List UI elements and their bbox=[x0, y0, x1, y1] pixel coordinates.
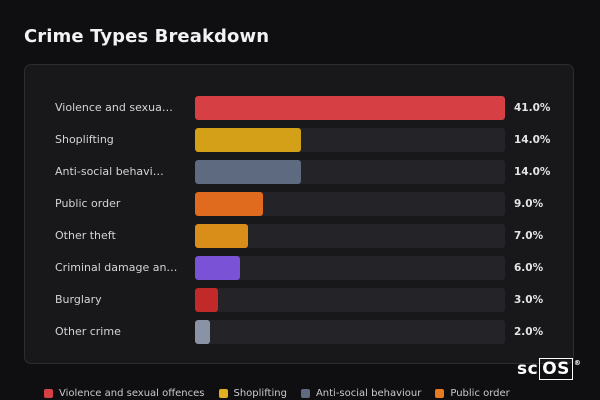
bar bbox=[195, 224, 248, 248]
bar-track bbox=[195, 256, 505, 280]
legend-label: Public order bbox=[450, 387, 510, 399]
category-label: Shoplifting bbox=[55, 133, 114, 146]
value-label: 14.0% bbox=[514, 166, 551, 178]
registered-mark: ® bbox=[573, 359, 582, 367]
value-label: 2.0% bbox=[514, 326, 544, 338]
value-label: 41.0% bbox=[514, 102, 551, 114]
category-label: Public order bbox=[55, 197, 121, 210]
legend-item: Anti-social behaviour bbox=[300, 386, 422, 400]
bar-row: Violence and sexua… 41.0% bbox=[25, 96, 573, 120]
chart-panel: Violence and sexua… 41.0% Shoplifting 14.0%… bbox=[24, 64, 574, 364]
value-label: 14.0% bbox=[514, 134, 551, 146]
category-label: Other theft bbox=[55, 229, 116, 242]
chart-title: Crime Types Breakdown bbox=[24, 26, 270, 47]
legend-label: Anti-social behaviour bbox=[315, 387, 422, 399]
bar-row: Anti-social behavi… 14.0% bbox=[25, 160, 573, 184]
logo-text-plain: sc bbox=[517, 359, 539, 379]
bar-row: Other crime 2.0% bbox=[25, 320, 573, 344]
value-label: 9.0% bbox=[514, 198, 544, 210]
legend-swatch bbox=[435, 388, 445, 398]
bar bbox=[195, 320, 211, 344]
category-label: Burglary bbox=[55, 293, 102, 306]
bar-track bbox=[195, 160, 505, 184]
legend-label: Violence and sexual offences bbox=[59, 387, 205, 399]
legend-item: Public order bbox=[435, 386, 510, 400]
bar-row: Shoplifting 14.0% bbox=[25, 128, 573, 152]
bar bbox=[195, 160, 301, 184]
value-label: 3.0% bbox=[514, 294, 544, 306]
brand-logo: sc OS ® bbox=[517, 358, 582, 380]
logo-text-boxed: OS bbox=[539, 358, 573, 380]
bar-track bbox=[195, 288, 505, 312]
legend-swatch bbox=[300, 388, 310, 398]
category-label: Other crime bbox=[55, 325, 121, 338]
bar-row: Burglary 3.0% bbox=[25, 288, 573, 312]
bar bbox=[195, 96, 505, 120]
category-label: Criminal damage an… bbox=[55, 261, 178, 274]
bar-row: Other theft 7.0% bbox=[25, 224, 573, 248]
bar-track bbox=[195, 128, 505, 152]
legend-swatch bbox=[44, 388, 53, 398]
bar-track bbox=[195, 192, 505, 216]
bar-track bbox=[195, 224, 505, 248]
legend-item: Violence and sexual offences bbox=[44, 386, 205, 400]
bar bbox=[195, 256, 241, 280]
category-label: Violence and sexua… bbox=[55, 101, 173, 114]
bar bbox=[195, 192, 264, 216]
legend-label: Shoplifting bbox=[233, 387, 287, 399]
value-label: 6.0% bbox=[514, 262, 544, 274]
chart-legend: Violence and sexual offences Shoplifting A… bbox=[44, 386, 510, 400]
legend-swatch bbox=[218, 388, 228, 398]
value-label: 7.0% bbox=[514, 230, 544, 242]
bar-track bbox=[195, 320, 505, 344]
legend-item: Shoplifting bbox=[218, 386, 287, 400]
bar-track bbox=[195, 96, 505, 120]
category-label: Anti-social behavi… bbox=[55, 165, 164, 178]
bar-row: Public order 9.0% bbox=[25, 192, 573, 216]
bar-row: Criminal damage an… 6.0% bbox=[25, 256, 573, 280]
bar bbox=[195, 128, 301, 152]
bar bbox=[195, 288, 218, 312]
